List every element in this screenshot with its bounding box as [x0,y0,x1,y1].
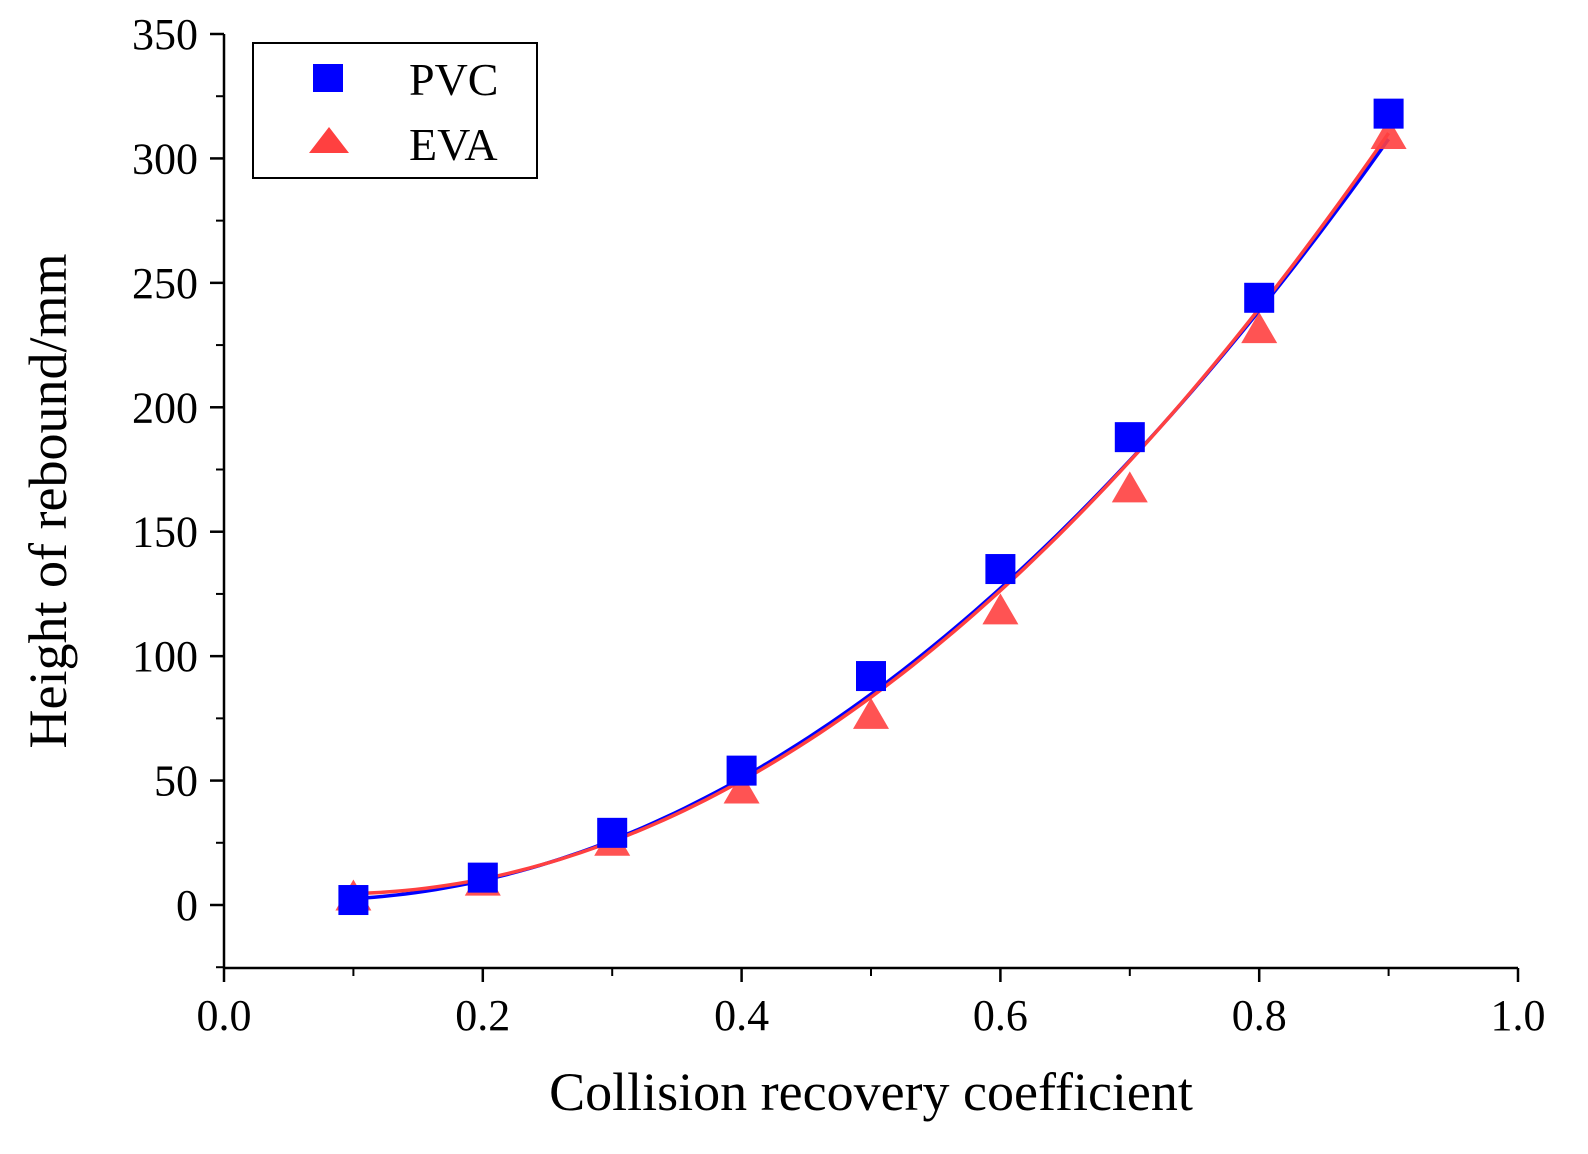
pvc-point [1244,282,1275,313]
fit-line-pvc [353,138,1391,901]
x-tick-label: 0.2 [455,991,510,1040]
pvc-point [467,862,498,893]
x-tick-label: 0.8 [1232,991,1287,1040]
y-tick-label: 50 [154,757,198,806]
pvc-point [1373,98,1404,129]
fit-curves [353,132,1391,901]
fit-line-eva [353,132,1391,896]
y-ticks: 0 50 100 150 200 250 300 350 [132,10,224,969]
x-tick-label: 1.0 [1491,991,1546,1040]
y-axis-title: Height of rebound/mm [18,254,78,749]
y-tick-label: 300 [132,134,198,183]
y-tick-label: 350 [132,10,198,59]
legend-eva-label: EVA [409,119,498,170]
eva-point [853,697,889,729]
pvc-point [338,885,369,916]
x-axis-title: Collision recovery coefficient [549,1062,1193,1122]
pvc-point [1114,422,1145,453]
pvc-point [856,661,886,692]
x-tick-label: 0.0 [197,991,252,1040]
y-tick-label: 150 [132,508,198,557]
x-tick-label: 0.6 [973,991,1028,1040]
y-tick-label: 200 [132,383,198,432]
legend-pvc-marker [313,64,343,92]
x-ticks: 0.0 0.2 0.4 0.6 0.8 1.0 [197,968,1546,1040]
pvc-point [726,755,757,786]
legend: PVC EVA [252,42,538,179]
eva-point [1241,312,1278,344]
y-tick-label: 250 [132,259,198,308]
legend-eva-marker [309,127,349,153]
eva-point [1111,471,1148,503]
data-markers [335,98,1407,916]
eva-point [1370,118,1407,150]
y-tick-label: 100 [132,632,198,681]
legend-box [252,42,538,179]
eva-point [982,593,1019,625]
eva-point [723,772,760,804]
x-tick-label: 0.4 [714,991,769,1040]
pvc-point [597,817,628,848]
pvc-point [985,554,1016,585]
y-tick-label: 0 [176,881,198,930]
legend-pvc-label: PVC [409,54,498,105]
